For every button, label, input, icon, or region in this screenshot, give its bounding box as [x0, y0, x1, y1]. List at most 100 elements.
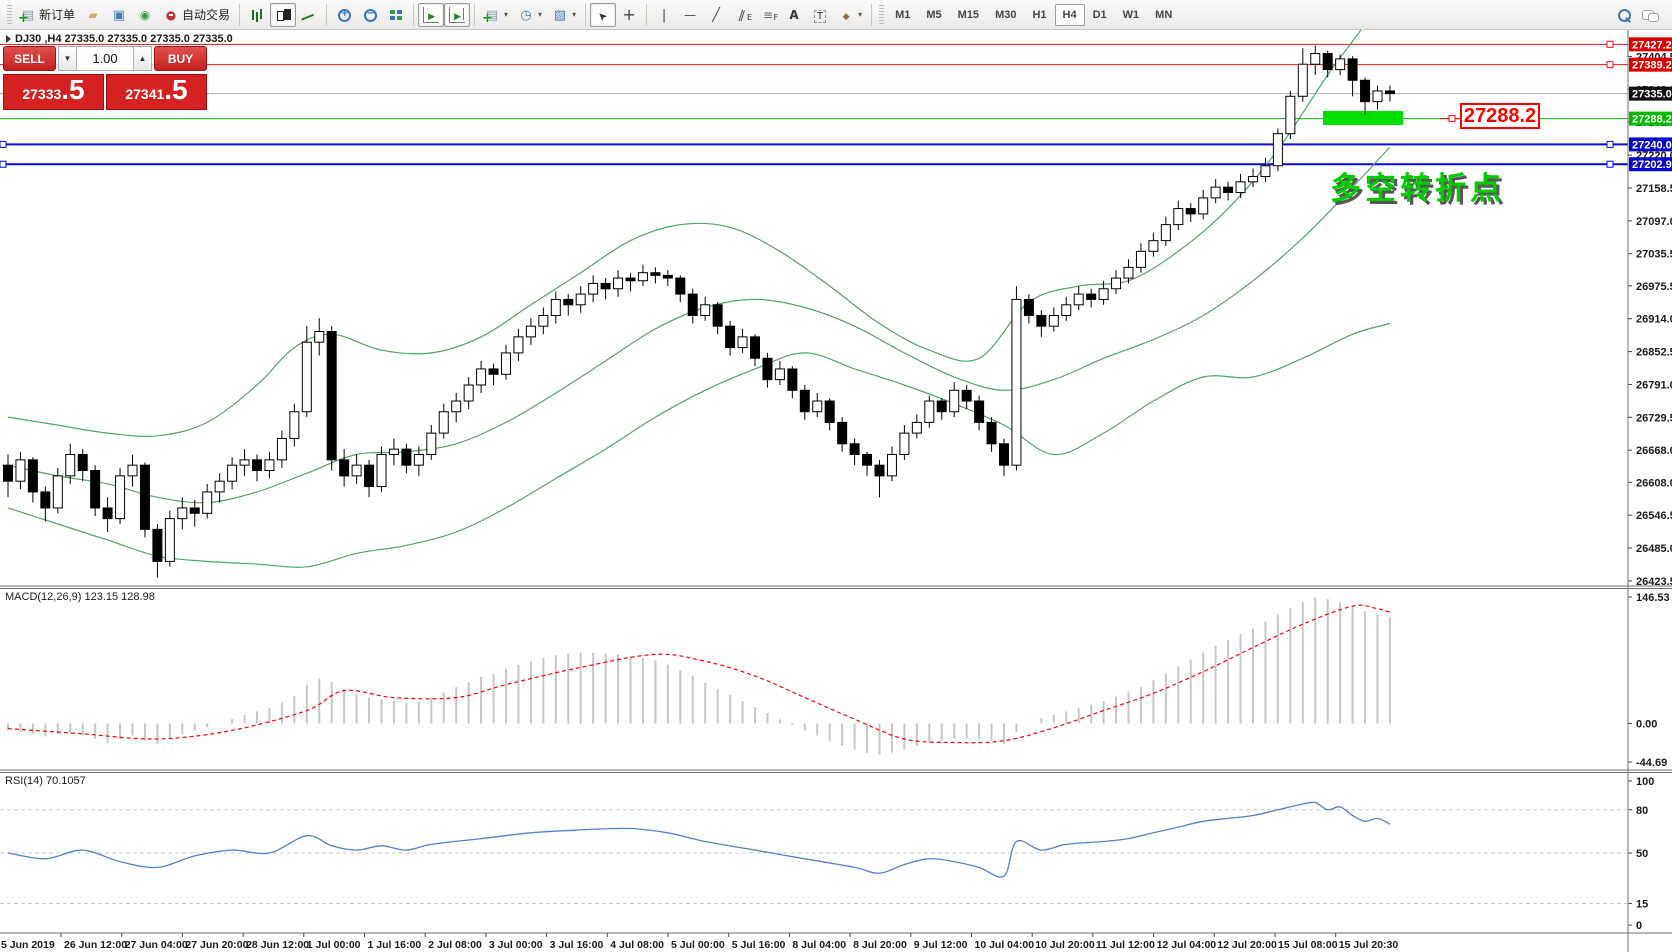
auto-trading-button[interactable]: 自动交易 — [158, 3, 235, 27]
tile-icon — [388, 7, 404, 23]
candle-icon — [275, 7, 292, 23]
rsi-line — [7, 801, 1391, 878]
timeframe-m1-button[interactable]: M1 — [887, 4, 918, 26]
timeframe-mn-button[interactable]: MN — [1147, 4, 1180, 26]
tile-windows-button[interactable] — [383, 3, 409, 27]
candle — [1210, 186, 1221, 199]
candle — [949, 389, 960, 413]
sell-price-main: 27333 — [22, 86, 62, 102]
timeframe-m30-button[interactable]: M30 — [987, 4, 1024, 26]
candle — [115, 475, 126, 520]
candle — [625, 277, 636, 282]
candle — [1173, 208, 1184, 226]
candle — [289, 411, 300, 439]
candle — [15, 459, 26, 482]
price-tick-label: 26546.5 — [1636, 510, 1672, 522]
timeframe-w1-button[interactable]: W1 — [1115, 4, 1148, 26]
volume-decrease-button[interactable]: ▼ — [58, 46, 77, 71]
zoom-out-button[interactable] — [357, 3, 383, 27]
candle — [40, 491, 51, 509]
time-tick-label: 26 Jun 12:00 — [64, 939, 127, 951]
candle — [936, 400, 947, 413]
candle — [886, 453, 897, 477]
timeframe-h1-button[interactable]: H1 — [1024, 4, 1054, 26]
chat-icon[interactable] — [1642, 7, 1659, 23]
candlestick-chart-button[interactable] — [270, 2, 297, 27]
timeframe-m15-button[interactable]: M15 — [950, 4, 987, 26]
search-icon[interactable] — [1616, 7, 1632, 23]
macd-indicator-label: MACD(12,26,9) 123.15 128.98 — [5, 591, 155, 603]
toolbar-drag-handle[interactable] — [879, 4, 885, 25]
candle — [974, 400, 985, 423]
chart-canvas[interactable]: 27404.527343.027281.527220.027158.527097… — [0, 30, 1672, 952]
time-tick-label: 4 Jul 08:00 — [610, 939, 664, 951]
price-annotation-label[interactable]: 27288.2 — [1460, 103, 1540, 129]
auto-scroll-button[interactable] — [418, 2, 445, 27]
zoom-in-button[interactable] — [331, 3, 357, 27]
candle — [264, 459, 275, 472]
macd-signal-line — [7, 604, 1391, 744]
candle — [227, 464, 238, 482]
new-order-icon — [18, 7, 36, 27]
highlight-rectangle[interactable] — [1323, 111, 1403, 125]
candle — [252, 459, 262, 472]
auto-scroll-icon — [423, 6, 440, 23]
time-tick-label: 10 Jul 20:00 — [1035, 939, 1095, 951]
line-handle — [1606, 61, 1614, 69]
fibo-icon — [760, 7, 778, 26]
timeframe-m5-button[interactable]: M5 — [918, 4, 949, 26]
volume-input[interactable] — [77, 46, 133, 71]
volume-spinner: ▼ ▲ — [58, 46, 152, 71]
candle — [177, 507, 188, 520]
price-line-badge — [1629, 157, 1672, 172]
candle — [488, 368, 499, 375]
cursor-button[interactable] — [590, 2, 617, 27]
sell-button[interactable]: SELL — [3, 46, 56, 71]
candle — [924, 400, 935, 423]
price-line-badge-text: 27389.2 — [1632, 60, 1672, 72]
line-handle — [0, 140, 7, 148]
periods-button[interactable]: ▾ — [513, 3, 547, 27]
buy-button[interactable]: BUY — [154, 46, 207, 71]
chart-shift-button[interactable] — [444, 2, 471, 27]
timeframe-h4-button[interactable]: H4 — [1054, 3, 1085, 26]
sell-price-button[interactable]: 27333.5 — [3, 74, 104, 110]
candle — [999, 443, 1009, 466]
candle — [351, 464, 362, 477]
candle — [662, 274, 673, 279]
price-tick-label: 26852.5 — [1636, 347, 1672, 359]
macd-axis-label: 0.00 — [1636, 718, 1657, 730]
candle — [986, 421, 997, 445]
time-tick-label: 10 Jul 04:00 — [975, 939, 1035, 951]
price-tick-label: 26729.5 — [1636, 412, 1672, 424]
line-handle — [1606, 140, 1614, 148]
time-tick-label: 2 Jul 08:00 — [428, 939, 482, 951]
price-axis[interactable]: 27404.527343.027281.527220.027158.527097… — [1628, 37, 1672, 932]
equidistant-channel-button[interactable] — [729, 3, 755, 27]
fibonacci-retracement-button[interactable] — [755, 3, 781, 27]
price-tick-label: 26914.0 — [1636, 314, 1672, 326]
indicators-button[interactable]: ▾ — [479, 3, 513, 27]
timeframe-d1-button[interactable]: D1 — [1085, 4, 1115, 26]
templates-button[interactable]: ▾ — [547, 3, 581, 27]
arrows-button[interactable]: ▾ — [833, 3, 867, 27]
bar-chart-button[interactable] — [244, 3, 270, 27]
annotation-anchor — [1448, 115, 1456, 123]
price-tick-label: 26608.0 — [1636, 477, 1672, 489]
candle — [588, 282, 599, 295]
candle — [1347, 58, 1358, 81]
new-order-button[interactable]: 新订单 — [15, 3, 80, 27]
sell-price-pips: .5 — [61, 74, 85, 105]
volume-increase-button[interactable]: ▲ — [133, 46, 152, 71]
price-line-badge-text: 27240.0 — [1632, 139, 1672, 151]
rsi-axis-label: 80 — [1636, 805, 1648, 817]
time-tick-label: 9 Jul 12:00 — [914, 939, 968, 951]
candle — [189, 507, 200, 514]
time-tick-label: 15 Jul 08:00 — [1278, 939, 1338, 951]
time-tick-label: 5 Jun 2019 — [1, 939, 55, 951]
toolbar-drag-handle[interactable] — [7, 4, 12, 25]
turning-point-annotation[interactable]: 多空转折点 — [1330, 171, 1505, 207]
buy-price-button[interactable]: 27341.5 — [106, 74, 207, 110]
